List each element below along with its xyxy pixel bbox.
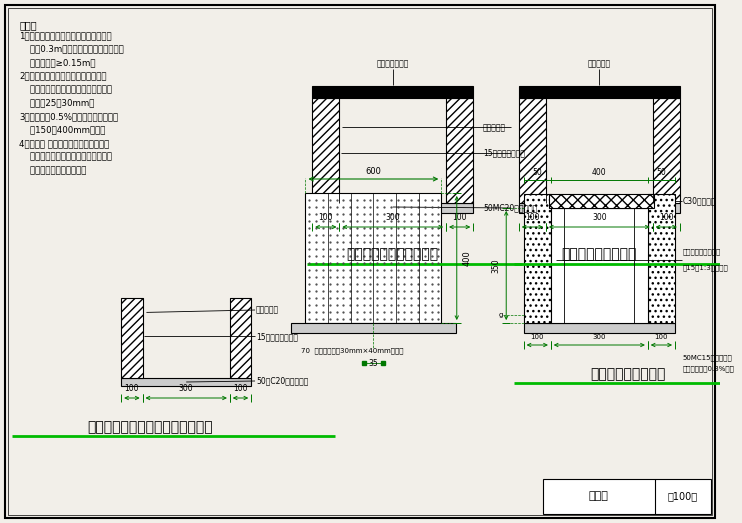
Text: 600: 600 bbox=[365, 167, 381, 176]
Bar bbox=[121, 378, 252, 386]
Text: 300: 300 bbox=[592, 213, 607, 222]
Bar bbox=[306, 193, 441, 323]
Bar bbox=[549, 194, 654, 208]
Bar bbox=[312, 86, 473, 98]
Text: 100: 100 bbox=[233, 384, 248, 393]
Text: 100: 100 bbox=[659, 213, 674, 222]
Text: 1、施工现场道路及基坑底设置排水沟，: 1、施工现场道路及基坑底设置排水沟， bbox=[19, 31, 112, 40]
Text: 50: 50 bbox=[532, 168, 542, 177]
Text: 灰砂砖砌筑，勾缝抹: 灰砂砖砌筑，勾缝抹 bbox=[683, 248, 721, 255]
Text: 350: 350 bbox=[491, 258, 500, 273]
Text: 注：排水沟按0.3%找坡: 注：排水沟按0.3%找坡 bbox=[683, 366, 735, 372]
Text: 35: 35 bbox=[369, 358, 378, 368]
Text: 50MC20混凝土垫层: 50MC20混凝土垫层 bbox=[483, 203, 537, 212]
Bar bbox=[230, 298, 252, 378]
Text: 400: 400 bbox=[592, 168, 607, 177]
Text: 100: 100 bbox=[531, 334, 544, 340]
Text: 置，但处频≥0.15m。: 置，但处频≥0.15m。 bbox=[19, 58, 96, 67]
Bar bbox=[524, 323, 675, 333]
Bar bbox=[312, 203, 473, 213]
Text: 保证在25～30mm。: 保证在25～30mm。 bbox=[19, 98, 95, 108]
Text: 300: 300 bbox=[179, 384, 194, 393]
Bar bbox=[543, 479, 711, 514]
Text: 复合成品沟盖板: 复合成品沟盖板 bbox=[377, 59, 409, 68]
Text: 承重型排水沟大样图: 承重型排水沟大样图 bbox=[562, 247, 637, 261]
Text: 办公生活区排水沟大样图: 办公生活区排水沟大样图 bbox=[347, 247, 439, 261]
Text: 100: 100 bbox=[125, 384, 139, 393]
Text: 说明：: 说明： bbox=[19, 20, 37, 30]
Text: 生产区排水沟大样图: 生产区排水沟大样图 bbox=[591, 367, 666, 381]
Text: 度150～400mm设置。: 度150～400mm设置。 bbox=[19, 126, 106, 134]
Text: g: g bbox=[499, 312, 503, 318]
Bar bbox=[291, 323, 456, 333]
Text: 50: 50 bbox=[657, 168, 666, 177]
Bar bbox=[648, 194, 675, 323]
Bar bbox=[519, 203, 680, 213]
Text: 15厚水泥砂浆抹面: 15厚水泥砂浆抹面 bbox=[256, 332, 298, 341]
Text: 400: 400 bbox=[462, 250, 472, 266]
Text: 排水沟: 排水沟 bbox=[588, 492, 608, 502]
Bar bbox=[519, 98, 546, 203]
Text: 基坑底或施工道路旁排水沟大样图: 基坑底或施工道路旁排水沟大样图 bbox=[88, 420, 213, 434]
Text: 钢板钢盖表: 钢板钢盖表 bbox=[588, 59, 611, 68]
Text: 灰15用1:3水泥砂浆: 灰15用1:3水泥砂浆 bbox=[683, 265, 729, 271]
Text: 4、排水沟 两侧需留设盖板全口，沟宽: 4、排水沟 两侧需留设盖板全口，沟宽 bbox=[19, 139, 110, 148]
Text: 100: 100 bbox=[654, 334, 668, 340]
Bar bbox=[519, 86, 680, 98]
Text: 100: 100 bbox=[525, 213, 539, 222]
Text: 300: 300 bbox=[593, 334, 606, 340]
Bar bbox=[524, 194, 551, 323]
Text: 70  图中遮光分仓30mm×40mm方钢管: 70 图中遮光分仓30mm×40mm方钢管 bbox=[301, 348, 403, 354]
Text: 灰砂砖砌筑: 灰砂砖砌筑 bbox=[256, 305, 279, 314]
Bar bbox=[653, 98, 680, 203]
Text: 第100页: 第100页 bbox=[668, 492, 697, 502]
Text: 灰砂砖砌筑: 灰砂砖砌筑 bbox=[483, 123, 506, 132]
Text: 可根据盖板宽度进行调整。临建区内: 可根据盖板宽度进行调整。临建区内 bbox=[19, 153, 112, 162]
Bar bbox=[121, 298, 142, 378]
Text: 50厚C20混凝土垫层: 50厚C20混凝土垫层 bbox=[256, 377, 309, 385]
Text: 3、排水沟按0.5%坡度放坡，排水沟深: 3、排水沟按0.5%坡度放坡，排水沟深 bbox=[19, 112, 119, 121]
Text: 300: 300 bbox=[385, 213, 400, 222]
Bar bbox=[312, 98, 339, 203]
Text: 排水沟采用复合沟盖板。: 排水沟采用复合沟盖板。 bbox=[19, 166, 87, 175]
Text: 15厚水泥砂浆面层: 15厚水泥砂浆面层 bbox=[483, 148, 525, 157]
Text: 100: 100 bbox=[318, 213, 333, 222]
Bar bbox=[446, 98, 473, 203]
Bar bbox=[551, 208, 648, 323]
Text: 沟宽0.3m，沟深根据现场实际情况设: 沟宽0.3m，沟深根据现场实际情况设 bbox=[19, 44, 124, 53]
Text: C30素混凝土: C30素混凝土 bbox=[683, 197, 716, 206]
Text: 100: 100 bbox=[453, 213, 467, 222]
Text: 2、施工大门入口及其他有重型车辆通: 2、施工大门入口及其他有重型车辆通 bbox=[19, 72, 107, 81]
Text: 50MC15混凝土垫层: 50MC15混凝土垫层 bbox=[683, 355, 732, 361]
Text: 行处的排水沟盖板采用钢盖板，厚度: 行处的排水沟盖板采用钢盖板，厚度 bbox=[19, 85, 112, 94]
